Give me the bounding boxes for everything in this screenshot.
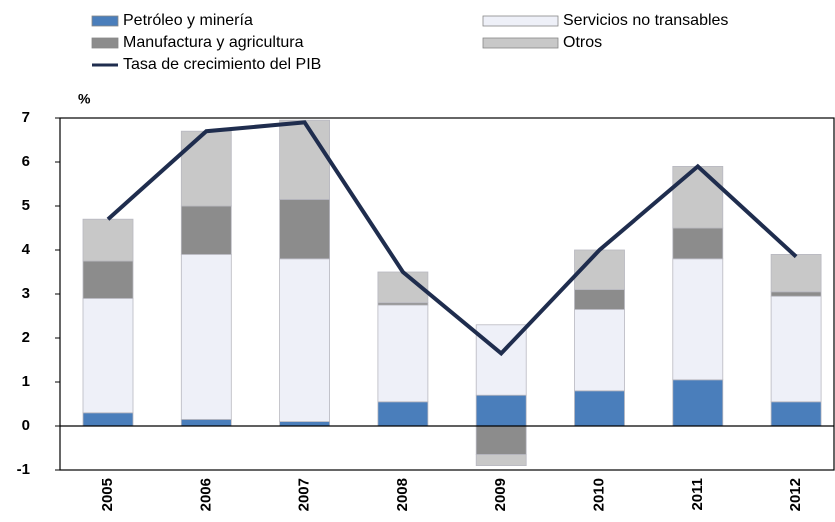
- bar-segment: [180, 253, 232, 420]
- bar-segment: [770, 401, 822, 427]
- bar-segment: [82, 297, 134, 414]
- bar-segment: [180, 418, 232, 427]
- y-tick-label: 6: [22, 153, 30, 170]
- legend-label: Manufactura y agricultura: [123, 34, 304, 51]
- x-tick-label: 2007: [296, 478, 313, 511]
- bar-segment: [574, 390, 625, 427]
- bar-segment: [82, 260, 134, 299]
- legend-swatch: [482, 37, 559, 49]
- x-tick-label: 2008: [394, 478, 411, 511]
- bar-segment: [377, 304, 429, 403]
- bar-segment: [672, 258, 724, 381]
- y-tick-label: 5: [22, 197, 30, 214]
- bar-segment: [475, 394, 527, 427]
- y-tick-label: 3: [22, 285, 30, 302]
- legend-label: Servicios no transables: [563, 12, 728, 29]
- legend-label: Otros: [563, 34, 602, 51]
- bar-segment: [672, 165, 724, 229]
- bar-segment: [770, 291, 822, 297]
- legend-swatch: [482, 15, 559, 27]
- x-tick-label: 2012: [787, 478, 804, 511]
- bar-segment: [180, 130, 232, 207]
- x-tick-label: 2010: [590, 478, 607, 511]
- bar-segment: [770, 295, 822, 403]
- bar-segment: [82, 218, 134, 262]
- x-tick-label: 2011: [689, 478, 706, 511]
- bar-segment: [377, 401, 429, 427]
- legend-label: Petróleo y minería: [123, 12, 253, 29]
- y-tick-label: 7: [22, 109, 30, 126]
- y-tick-label: 1: [22, 373, 30, 390]
- bar-segment: [574, 289, 625, 310]
- x-tick-label: 2009: [492, 478, 509, 511]
- y-tick-label: -1: [17, 461, 30, 478]
- growth-line: [106, 120, 798, 357]
- bar-segment: [475, 425, 527, 456]
- bar-segment: [180, 205, 232, 255]
- bar-segment: [770, 253, 822, 293]
- bar-segment: [574, 308, 625, 392]
- y-tick-label: 4: [22, 241, 31, 258]
- legend-swatch: [91, 15, 119, 27]
- bar-segment: [279, 198, 331, 260]
- y-tick-label: 2: [22, 329, 30, 346]
- bar-segment: [475, 454, 527, 467]
- bar-segment: [82, 412, 134, 427]
- bar-segment: [279, 119, 331, 200]
- x-tick-label: 2006: [197, 478, 214, 511]
- legend-swatch: [91, 37, 119, 49]
- legend-label: Tasa de crecimiento del PIB: [123, 56, 321, 73]
- x-tick-label: 2005: [99, 478, 116, 511]
- bar-segment: [279, 421, 331, 427]
- bar-segment: [672, 227, 724, 260]
- bar-segment: [672, 379, 724, 427]
- y-axis-label: %: [78, 91, 91, 107]
- y-tick-label: 0: [22, 417, 30, 434]
- bar-segment: [279, 258, 331, 422]
